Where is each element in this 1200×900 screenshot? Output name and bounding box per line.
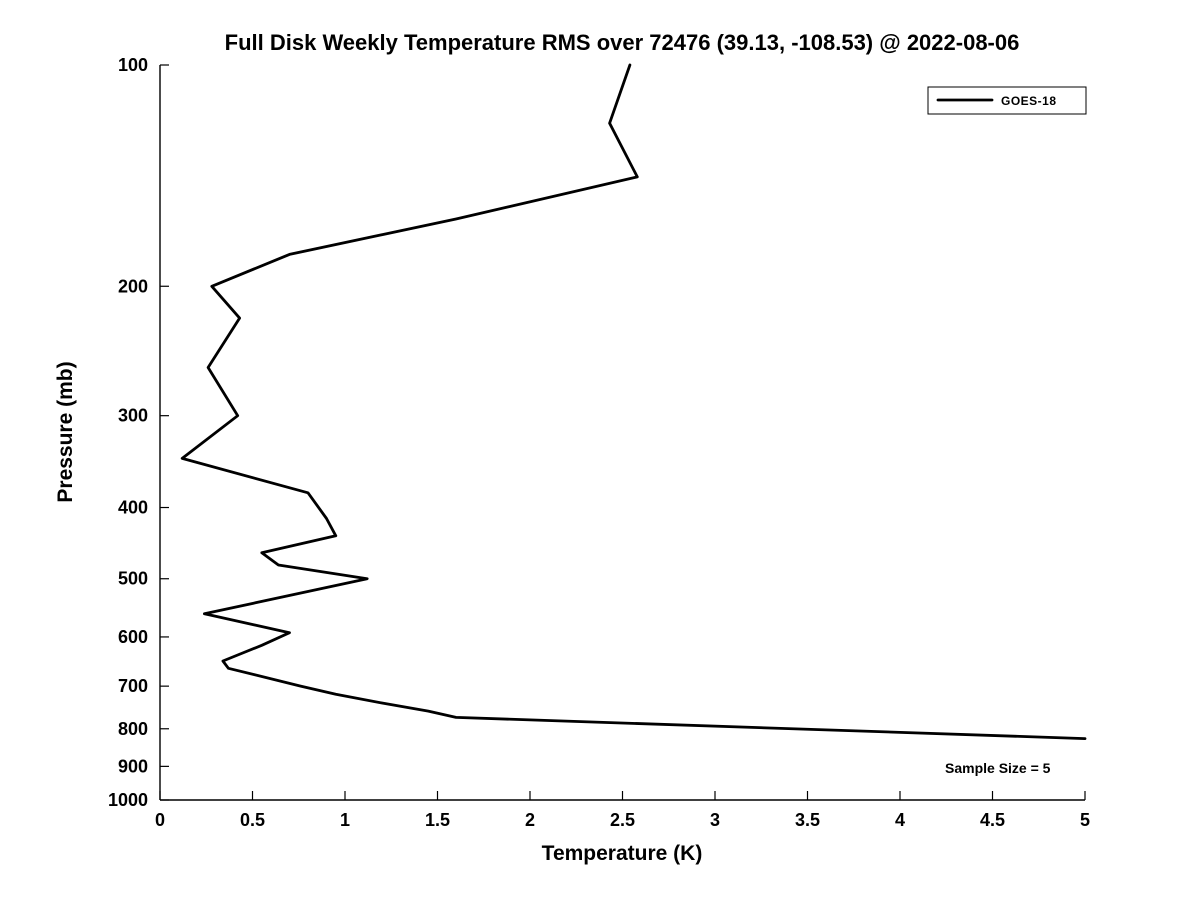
x-tick-label: 1 bbox=[340, 810, 350, 830]
y-tick-label: 1000 bbox=[108, 790, 148, 810]
y-tick-label: 500 bbox=[118, 569, 148, 589]
y-axis-label: Pressure (mb) bbox=[54, 361, 77, 502]
y-ticks: 100 200 300 400 500 600 700 800 900 1000 bbox=[108, 55, 169, 810]
x-ticks: 0 0.5 1 1.5 2 2.5 3 3.5 4 4.5 5 bbox=[155, 791, 1090, 830]
y-tick-label: 300 bbox=[118, 406, 148, 426]
y-tick-label: 200 bbox=[118, 276, 148, 296]
x-tick-label: 0.5 bbox=[240, 810, 265, 830]
x-tick-label: 4 bbox=[895, 810, 905, 830]
y-tick-label: 900 bbox=[118, 756, 148, 776]
x-tick-label: 2 bbox=[525, 810, 535, 830]
x-axis: 0 0.5 1 1.5 2 2.5 3 3.5 4 4.5 5 Temperature (K) bbox=[155, 791, 1090, 865]
legend-label: GOES-18 bbox=[1001, 94, 1057, 108]
goes18-line bbox=[180, 63, 1087, 740]
x-tick-label: 4.5 bbox=[980, 810, 1005, 830]
y-tick-label: 400 bbox=[118, 498, 148, 518]
x-tick-label: 1.5 bbox=[425, 810, 450, 830]
y-axis: 100 200 300 400 500 600 700 800 900 1000 Pressure… bbox=[54, 55, 169, 810]
x-axis-label: Temperature (K) bbox=[542, 842, 703, 865]
y-tick-label: 800 bbox=[118, 719, 148, 739]
x-tick-label: 3 bbox=[710, 810, 720, 830]
sample-size-annotation: Sample Size = 5 bbox=[945, 760, 1051, 776]
y-tick-label: 600 bbox=[118, 627, 148, 647]
y-tick-label: 700 bbox=[118, 676, 148, 696]
chart-title: Full Disk Weekly Temperature RMS over 72… bbox=[225, 30, 1020, 55]
x-tick-label: 5 bbox=[1080, 810, 1090, 830]
x-tick-label: 0 bbox=[155, 810, 165, 830]
x-tick-label: 3.5 bbox=[795, 810, 820, 830]
legend: GOES-18 bbox=[927, 86, 1087, 115]
x-tick-label: 2.5 bbox=[610, 810, 635, 830]
y-tick-label: 100 bbox=[118, 55, 148, 75]
